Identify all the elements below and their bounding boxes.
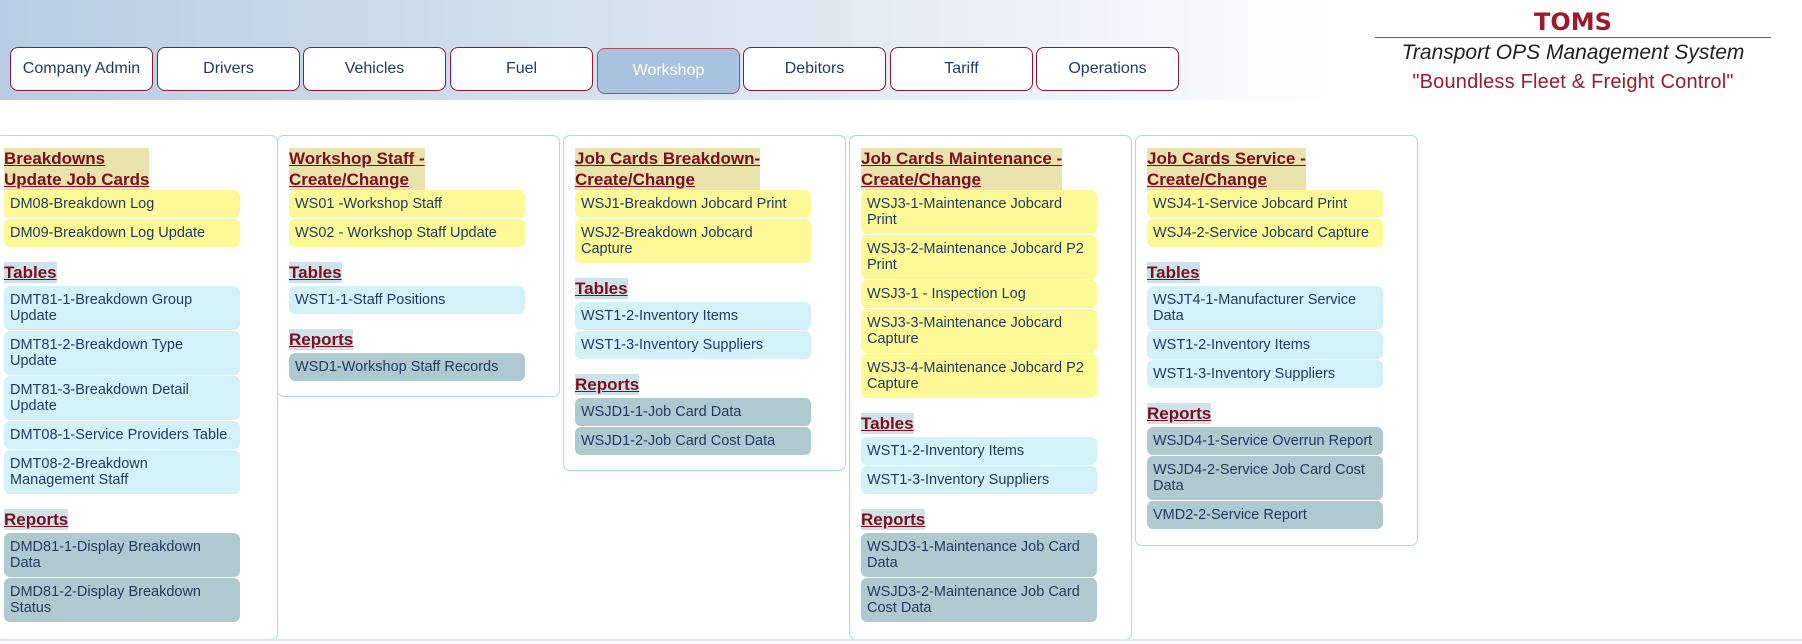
brand-divider xyxy=(1375,37,1771,38)
table-items: WST1-2-Inventory Items WST1-3-Inventory … xyxy=(575,302,845,359)
report-items: WSD1-Workshop Staff Records xyxy=(289,353,559,381)
main-items: WSJ4-1-Service Jobcard Print WSJ4-2-Serv… xyxy=(1147,190,1417,247)
menu-item[interactable]: WST1-2-Inventory Items xyxy=(861,437,1097,465)
table-items: DMT81-1-Breakdown Group Update DMT81-2-B… xyxy=(4,286,277,494)
menu-item[interactable]: WSJD1-1-Job Card Data xyxy=(575,398,811,426)
breakdowns-column: Breakdowns Update Job Cards DM08-Breakdow… xyxy=(0,135,278,640)
menu-item[interactable]: WS02 - Workshop Staff Update xyxy=(289,219,525,247)
menu-item[interactable]: WSJT4-1-Manufacturer Service Data xyxy=(1147,286,1383,330)
reports-heading: Reports xyxy=(861,509,926,530)
menu-item[interactable]: DMD81-1-Display Breakdown Data xyxy=(4,533,240,577)
menu-item[interactable]: WSJ3-1 - Inspection Log xyxy=(861,280,1097,308)
menu-item[interactable]: DMT81-3-Breakdown Detail Update xyxy=(4,376,240,420)
menu-item[interactable]: WSJ2-Breakdown Jobcard Capture xyxy=(575,219,811,263)
menu-item[interactable]: WSJ3-3-Maintenance Jobcard Capture xyxy=(861,309,1097,353)
report-items: WSJD3-1-Maintenance Job Card Data WSJD3-… xyxy=(861,533,1131,622)
menu-item[interactable]: WSJD1-2-Job Card Cost Data xyxy=(575,427,811,455)
column-title[interactable]: Job Cards Maintenance - Create/Change xyxy=(861,148,1063,190)
menu-item[interactable]: WST1-3-Inventory Suppliers xyxy=(1147,360,1383,388)
tab-debitors[interactable]: Debitors xyxy=(743,47,886,91)
reports-heading: Reports xyxy=(4,509,69,530)
brand-title: TOMS xyxy=(1534,8,1612,36)
job-cards-service-column: Job Cards Service - Create/Change WSJ4-1-… xyxy=(1135,135,1418,546)
table-items: WST1-1-Staff Positions xyxy=(289,286,559,314)
menu-item[interactable]: DMT81-2-Breakdown Type Update xyxy=(4,331,240,375)
job-cards-maintenance-column: Job Cards Maintenance - Create/Change WSJ… xyxy=(849,135,1132,640)
column-title[interactable]: Job Cards Breakdown- Create/Change xyxy=(575,148,761,190)
tab-company-admin[interactable]: Company Admin xyxy=(10,47,153,91)
reports-heading: Reports xyxy=(575,374,640,395)
menu-item[interactable]: WSJ3-2-Maintenance Jobcard P2 Print xyxy=(861,235,1097,279)
menu-item[interactable]: DMT08-1-Service Providers Table xyxy=(4,421,240,449)
menu-item[interactable]: VMD2-2-Service Report xyxy=(1147,501,1383,529)
tab-tariff[interactable]: Tariff xyxy=(890,47,1033,91)
tab-drivers[interactable]: Drivers xyxy=(157,47,300,91)
report-items: WSJD1-1-Job Card Data WSJD1-2-Job Card C… xyxy=(575,398,845,455)
brand-tagline: "Boundless Fleet & Freight Control" xyxy=(1412,71,1734,93)
menu-item[interactable]: WST1-3-Inventory Suppliers xyxy=(861,466,1097,494)
report-items: DMD81-1-Display Breakdown Data DMD81-2-D… xyxy=(4,533,277,622)
menu-item[interactable]: WSD1-Workshop Staff Records xyxy=(289,353,525,381)
menu-item[interactable]: WST1-2-Inventory Items xyxy=(575,302,811,330)
reports-heading: Reports xyxy=(289,329,354,350)
menu-item[interactable]: DMT08-2-Breakdown Management Staff xyxy=(4,450,240,494)
tables-heading: Tables xyxy=(4,262,57,283)
tab-fuel[interactable]: Fuel xyxy=(450,47,593,91)
brand-block: TOMS Transport OPS Management System "Bo… xyxy=(1375,8,1771,98)
footer-divider xyxy=(0,639,1802,641)
header-bar: Company Admin Drivers Vehicles Fuel Work… xyxy=(0,0,1802,100)
tables-heading: Tables xyxy=(1147,262,1200,283)
menu-item[interactable]: DM08-Breakdown Log xyxy=(4,190,240,218)
menu-item[interactable]: WSJD4-1-Service Overrun Report xyxy=(1147,427,1383,455)
main-items: WSJ3-1-Maintenance Jobcard Print WSJ3-2-… xyxy=(861,190,1131,398)
menu-item[interactable]: WSJ1-Breakdown Jobcard Print xyxy=(575,190,811,218)
menu-item[interactable]: WSJ3-1-Maintenance Jobcard Print xyxy=(861,190,1097,234)
column-title[interactable]: Job Cards Service - Create/Change xyxy=(1147,148,1306,190)
report-items: WSJD4-1-Service Overrun Report WSJD4-2-S… xyxy=(1147,427,1417,529)
tables-heading: Tables xyxy=(289,262,342,283)
menu-item[interactable]: WST1-2-Inventory Items xyxy=(1147,331,1383,359)
table-items: WSJT4-1-Manufacturer Service Data WST1-2… xyxy=(1147,286,1417,388)
table-items: WST1-2-Inventory Items WST1-3-Inventory … xyxy=(861,437,1131,494)
column-title[interactable]: Breakdowns Update Job Cards xyxy=(4,148,150,190)
tables-heading: Tables xyxy=(575,278,628,299)
tab-vehicles[interactable]: Vehicles xyxy=(303,47,446,91)
brand-subtitle: Transport OPS Management System xyxy=(1401,41,1745,64)
tables-heading: Tables xyxy=(861,413,914,434)
menu-item[interactable]: DM09-Breakdown Log Update xyxy=(4,219,240,247)
menu-item[interactable]: WSJ4-1-Service Jobcard Print xyxy=(1147,190,1383,218)
menu-item[interactable]: DMD81-2-Display Breakdown Status xyxy=(4,578,240,622)
menu-item[interactable]: WSJD3-2-Maintenance Job Card Cost Data xyxy=(861,578,1097,622)
menu-item[interactable]: WST1-3-Inventory Suppliers xyxy=(575,331,811,359)
menu-item[interactable]: WSJD4-2-Service Job Card Cost Data xyxy=(1147,456,1383,500)
menu-item[interactable]: WST1-1-Staff Positions xyxy=(289,286,525,314)
menu-item[interactable]: WSJ3-4-Maintenance Jobcard P2 Capture xyxy=(861,354,1097,398)
menu-item[interactable]: DMT81-1-Breakdown Group Update xyxy=(4,286,240,330)
menu-item[interactable]: WSJD3-1-Maintenance Job Card Data xyxy=(861,533,1097,577)
menu-item[interactable]: WSJ4-2-Service Jobcard Capture xyxy=(1147,219,1383,247)
workshop-staff-column: Workshop Staff - Create/Change WS01 -Work… xyxy=(277,135,560,397)
menu-item[interactable]: WS01 -Workshop Staff xyxy=(289,190,525,218)
tab-operations[interactable]: Operations xyxy=(1036,47,1179,91)
job-cards-breakdown-column: Job Cards Breakdown- Create/Change WSJ1-B… xyxy=(563,135,846,471)
main-items: WSJ1-Breakdown Jobcard Print WSJ2-Breakd… xyxy=(575,190,845,263)
main-items: WS01 -Workshop Staff WS02 - Workshop Sta… xyxy=(289,190,559,247)
main-items: DM08-Breakdown Log DM09-Breakdown Log Up… xyxy=(4,190,277,247)
column-title[interactable]: Workshop Staff - Create/Change xyxy=(289,148,425,190)
tab-workshop[interactable]: Workshop xyxy=(597,48,740,94)
reports-heading: Reports xyxy=(1147,403,1212,424)
